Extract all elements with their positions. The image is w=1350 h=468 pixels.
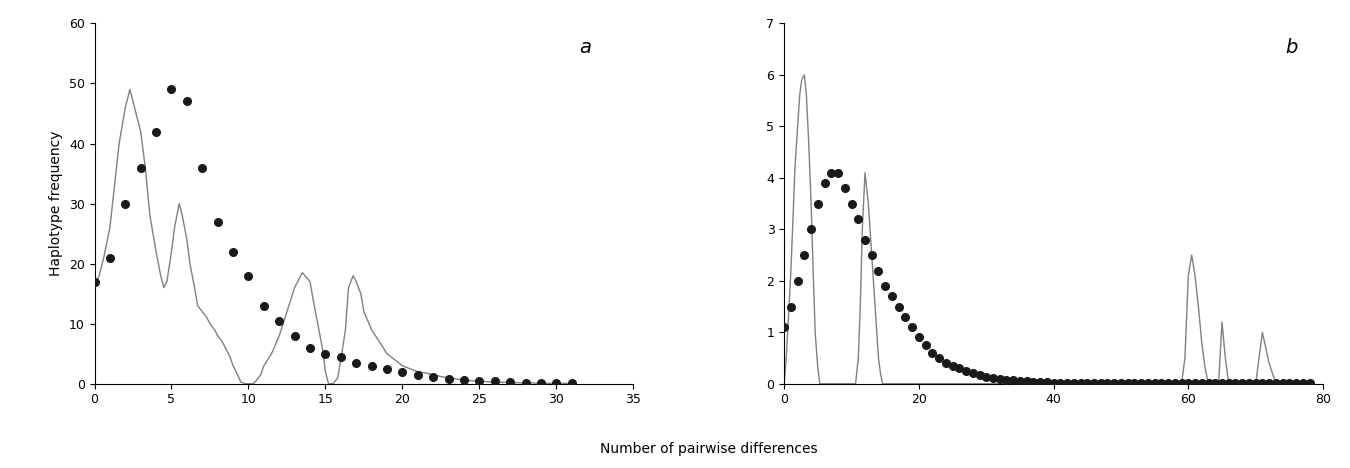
Text: b: b [1285,38,1297,57]
Text: Number of pairwise differences: Number of pairwise differences [599,442,818,456]
Y-axis label: Haplotype frequency: Haplotype frequency [49,131,63,276]
Text: a: a [579,38,591,57]
